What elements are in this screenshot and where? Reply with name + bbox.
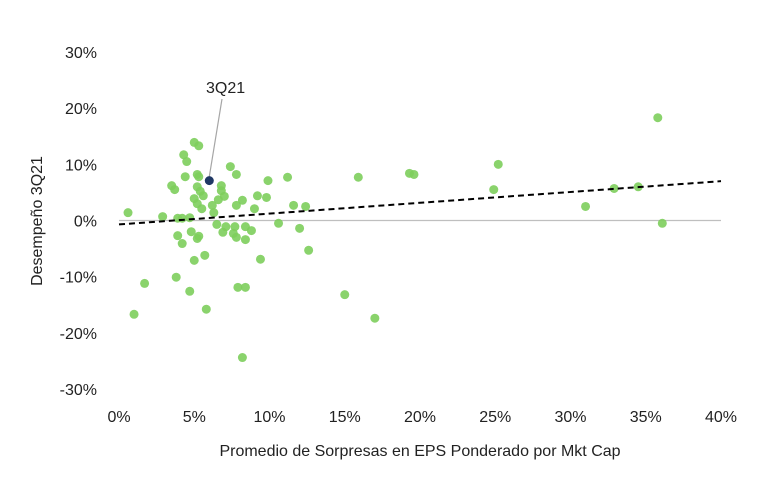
data-point	[209, 208, 219, 218]
data-point	[274, 218, 284, 228]
y-tick-label: 30%	[65, 45, 97, 62]
data-point	[255, 254, 265, 264]
data-point	[370, 313, 380, 323]
data-point	[581, 201, 591, 211]
data-point	[192, 233, 202, 243]
data-point	[198, 191, 208, 201]
data-point	[177, 239, 187, 249]
trendline	[118, 180, 722, 226]
y-axis-ticks: 30% 20% 10% 0% -10% -20% -30%	[60, 45, 97, 399]
data-point	[182, 157, 192, 167]
data-point	[225, 162, 235, 172]
data-point	[230, 222, 240, 232]
data-point	[231, 200, 241, 210]
data-point	[171, 272, 181, 282]
x-tick-label: 10%	[253, 409, 285, 426]
data-point	[185, 213, 195, 223]
data-point	[186, 227, 196, 237]
x-axis-ticks: 0% 5% 10% 15% 20% 25% 30% 35% 40%	[107, 409, 737, 426]
data-point	[194, 141, 204, 151]
x-axis-label: Promedio de Sorpresas en EPS Ponderado p…	[219, 443, 620, 460]
x-tick-label: 40%	[705, 409, 737, 426]
data-point	[489, 185, 499, 195]
data-point	[409, 169, 419, 179]
data-point	[261, 192, 271, 202]
annotation-label: 3Q21	[206, 80, 245, 97]
data-point	[213, 195, 223, 205]
x-tick-label: 15%	[329, 409, 361, 426]
x-tick-label: 35%	[630, 409, 662, 426]
data-point	[249, 204, 259, 214]
x-tick-label: 30%	[554, 409, 586, 426]
data-point	[295, 223, 305, 233]
data-point	[237, 353, 247, 363]
y-tick-label: -20%	[60, 326, 97, 343]
data-point	[218, 227, 228, 237]
x-tick-label: 5%	[183, 409, 206, 426]
data-point	[609, 183, 619, 193]
data-point	[263, 176, 273, 186]
data-point	[237, 195, 247, 205]
data-point	[246, 226, 256, 236]
data-point	[353, 172, 363, 182]
data-point	[200, 250, 210, 260]
data-point	[340, 290, 350, 300]
data-point	[301, 201, 311, 211]
data-point	[207, 200, 217, 210]
x-tick-label: 25%	[479, 409, 511, 426]
data-point	[231, 232, 241, 242]
y-tick-label: -30%	[60, 382, 97, 399]
data-point	[194, 172, 204, 182]
data-point	[231, 169, 241, 179]
data-point	[289, 200, 299, 210]
data-point	[212, 219, 222, 229]
data-point	[197, 204, 207, 214]
data-point	[189, 255, 199, 265]
y-tick-label: 10%	[65, 157, 97, 174]
data-point	[140, 278, 150, 288]
data-point	[173, 231, 183, 241]
data-point	[179, 150, 189, 160]
x-tick-label: 20%	[404, 409, 436, 426]
data-point	[653, 113, 663, 123]
highlight-point-3q21	[204, 176, 214, 186]
data-point	[158, 212, 168, 222]
data-point	[240, 235, 250, 245]
y-axis-label: Desempeño 3Q21	[29, 156, 46, 286]
x-tick-label: 0%	[107, 409, 130, 426]
data-point	[252, 191, 262, 201]
y-tick-label: -10%	[60, 270, 97, 287]
data-point	[304, 245, 314, 255]
data-point	[283, 172, 293, 182]
y-tick-label: 20%	[65, 101, 97, 118]
scatter-points	[123, 113, 667, 363]
data-point	[233, 282, 243, 292]
data-point	[201, 304, 211, 314]
data-point	[657, 218, 667, 228]
data-point	[123, 208, 133, 218]
data-point	[170, 185, 180, 195]
data-point	[129, 309, 139, 319]
data-point	[240, 282, 250, 292]
y-tick-label: 0%	[74, 214, 97, 231]
data-point	[180, 172, 190, 182]
data-point	[185, 286, 195, 296]
data-point	[493, 159, 503, 169]
annotation-leader-line	[208, 98, 223, 177]
